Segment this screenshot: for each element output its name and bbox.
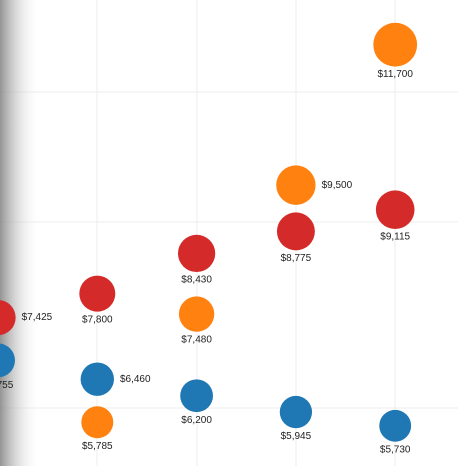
data-label: $6,460: [120, 374, 151, 385]
data-label: $11,700: [377, 69, 413, 80]
data-label: $9,115: [380, 232, 410, 243]
data-label: $9,500: [322, 180, 353, 191]
bubble: [375, 190, 415, 230]
data-label: $8,775: [281, 253, 312, 264]
data-label: $7,800: [82, 314, 113, 325]
data-label: $5,945: [281, 431, 312, 442]
data-label: $7,480: [181, 334, 212, 345]
bubble: [178, 296, 215, 332]
bubble: [276, 212, 315, 251]
data-label: $7,425: [22, 312, 53, 323]
bubble: [279, 395, 313, 429]
bubble: [81, 406, 114, 439]
edge-shadow: [0, 0, 40, 466]
data-label: $5,730: [380, 444, 411, 455]
bubble: [379, 409, 412, 442]
bubble: [276, 165, 316, 205]
bubble: [177, 234, 216, 273]
data-label: $6,755: [0, 380, 14, 391]
bubble: [0, 343, 15, 378]
data-label: $5,785: [82, 441, 113, 452]
data-label: $8,430: [181, 275, 212, 286]
bubble: [80, 362, 114, 396]
data-label: $6,200: [181, 415, 212, 426]
bubble: [0, 300, 16, 336]
bubble: [180, 379, 214, 413]
bubble: [79, 275, 116, 312]
plot: $7,425 $7,800 $8,430 $8,775 $9,115 $5,785 $7,4…: [0, 22, 418, 455]
bubble: [373, 22, 418, 67]
